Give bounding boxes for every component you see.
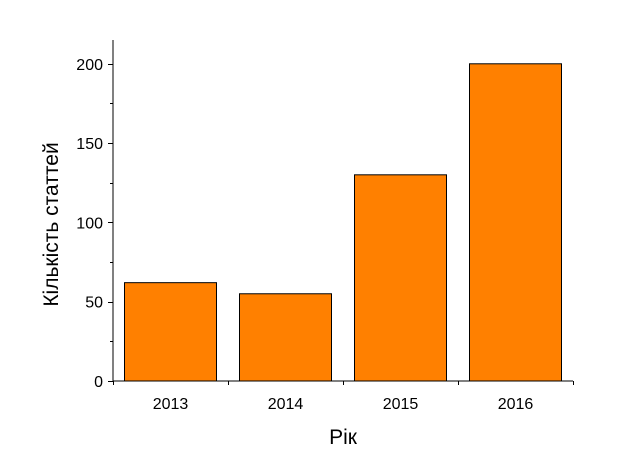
x-tick-label: 2014	[268, 396, 304, 413]
bar-2015	[354, 174, 447, 382]
bar-2016	[469, 63, 562, 382]
x-tick-label: 2013	[153, 396, 189, 413]
bars	[124, 63, 562, 382]
x-tick-label: 2016	[498, 396, 534, 413]
bar-2013	[124, 282, 217, 382]
y-tick-label: 100	[76, 215, 103, 232]
x-axis-title: Рік	[329, 426, 358, 449]
y-axis-ticks: 0 50 100 150 200	[76, 57, 113, 391]
y-tick-label: 150	[76, 136, 103, 153]
y-tick-label: 0	[94, 374, 103, 391]
bar-2014	[239, 293, 332, 382]
y-tick-label: 50	[85, 295, 103, 312]
x-axis-ticks: 2013 2014 2015 2016	[113, 381, 574, 413]
y-axis-title: Кількість статтей	[40, 142, 63, 306]
x-tick-label: 2015	[383, 396, 419, 413]
y-tick-label: 200	[76, 57, 103, 74]
